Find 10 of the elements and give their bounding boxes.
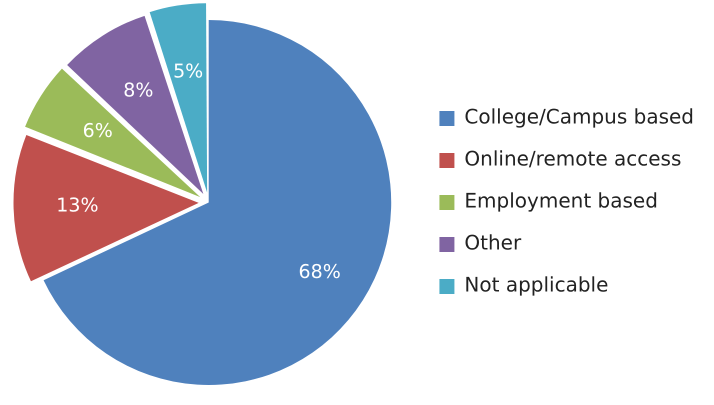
data-label: 68% bbox=[298, 260, 341, 283]
legend-label: Online/remote access bbox=[464, 146, 682, 171]
legend-label: College/Campus based bbox=[464, 104, 694, 129]
data-label: 8% bbox=[123, 79, 154, 102]
legend-label: Employment based bbox=[464, 188, 658, 213]
data-label: 6% bbox=[82, 120, 113, 142]
legend-label: Not applicable bbox=[464, 272, 608, 297]
data-label: 5% bbox=[173, 60, 204, 83]
legend-label: Other bbox=[464, 230, 522, 255]
data-label: 13% bbox=[56, 194, 98, 217]
